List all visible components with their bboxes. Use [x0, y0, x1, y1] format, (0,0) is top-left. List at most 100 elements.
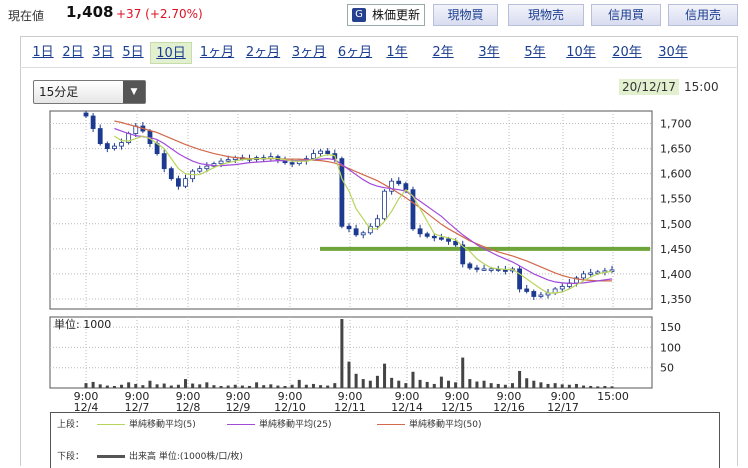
tab-0[interactable]: 1日 — [32, 45, 54, 60]
x-tick-date: 12/16 — [493, 401, 525, 414]
volume-bar — [603, 385, 607, 388]
volume-bar — [269, 384, 273, 388]
candle-body — [83, 112, 89, 117]
volume-bar — [454, 382, 458, 388]
tab-8[interactable]: 6ヶ月 — [337, 45, 373, 60]
refresh-price-label: 株価更新 — [371, 8, 420, 22]
x-tick-date: 12/7 — [125, 401, 150, 414]
tab-divider — [20, 67, 738, 68]
tab-1[interactable]: 2日 — [62, 45, 84, 60]
volume-bar — [525, 378, 529, 388]
candle-body — [183, 178, 188, 187]
volume-bar — [390, 377, 394, 388]
volume-bar — [105, 385, 109, 388]
volume-bar — [205, 382, 209, 388]
x-tick-time: 9:00 — [278, 390, 303, 403]
candle-body — [481, 268, 487, 271]
volume-bar — [141, 385, 145, 388]
volume-bar — [510, 383, 514, 388]
x-tick-time: 9:00 — [125, 390, 150, 403]
legend-volume-label: 出来高 単位:(1000株/口/枚) — [129, 452, 243, 462]
candle-body — [403, 183, 409, 191]
volume-bar — [589, 385, 593, 388]
tab-9[interactable]: 1年 — [386, 45, 408, 60]
price-y-tick: 1,650 — [660, 143, 692, 156]
volume-bar — [120, 384, 124, 388]
x-tick-time: 9:00 — [497, 390, 522, 403]
tab-13[interactable]: 10年 — [566, 45, 596, 60]
candle-body — [417, 228, 423, 235]
volume-bar — [553, 383, 557, 388]
x-tick-time: 9:00 — [395, 390, 420, 403]
legend-ma50-label: 単純移動平均(50) — [409, 420, 482, 430]
candle-body — [168, 168, 174, 180]
volume-bar — [304, 384, 308, 388]
x-tick-date: 12/8 — [176, 401, 201, 414]
volume-bar — [368, 380, 372, 388]
ma50-line — [114, 120, 612, 282]
tab-15[interactable]: 30年 — [658, 45, 688, 60]
candle-body — [517, 268, 522, 290]
candle-body — [225, 159, 231, 162]
volume-bar — [447, 380, 451, 388]
volume-bar — [91, 381, 95, 388]
candle-body — [559, 286, 565, 290]
price-y-tick: 1,400 — [660, 268, 692, 281]
candle-body — [410, 189, 416, 230]
candle-body — [353, 228, 359, 236]
tab-11[interactable]: 3年 — [478, 45, 500, 60]
x-tick-time: 9:00 — [226, 390, 251, 403]
candle-body — [396, 180, 402, 185]
volume-bar — [397, 380, 401, 388]
x-tick-time: 9:00 — [445, 390, 470, 403]
candle-body — [467, 263, 473, 269]
refresh-price-button[interactable]: G 株価更新 — [347, 4, 425, 26]
volume-bar — [290, 384, 294, 388]
margin-sell-button[interactable]: 信用売 — [668, 4, 738, 26]
volume-bar — [84, 383, 88, 388]
candle-body — [197, 168, 203, 172]
volume-bar — [326, 385, 330, 388]
interval-select[interactable]: 15分足 ▼ — [33, 80, 146, 104]
chart-time: 15:00 — [684, 80, 719, 94]
volume-bar — [340, 319, 344, 388]
candle-body — [524, 288, 530, 292]
x-tick-date: 12/14 — [391, 401, 423, 414]
volume-unit-label: 単位: 1000 — [54, 317, 111, 331]
tab-7[interactable]: 3ヶ月 — [291, 45, 327, 60]
x-tick-date: 12/15 — [441, 401, 473, 414]
candle-body — [474, 267, 480, 270]
volume-bar — [532, 380, 536, 388]
volume-y-tick: 100 — [660, 341, 681, 354]
tab-3[interactable]: 5日 — [122, 45, 144, 60]
spot-buy-button[interactable]: 現物買 — [433, 4, 498, 26]
legend-upper-label: 上段： — [57, 420, 85, 430]
margin-buy-button[interactable]: 信用買 — [591, 4, 661, 26]
tab-14[interactable]: 20年 — [612, 45, 642, 60]
volume-bar — [439, 376, 443, 388]
tab-10[interactable]: 2年 — [432, 45, 454, 60]
tab-5[interactable]: 1ヶ月 — [199, 45, 235, 60]
tab-12[interactable]: 5年 — [524, 45, 546, 60]
volume-bar — [432, 383, 436, 388]
volume-bar — [482, 380, 486, 388]
candle-body — [502, 269, 508, 272]
candle-body — [112, 145, 117, 149]
volume-y-tick: 150 — [660, 321, 681, 334]
volume-bar — [155, 384, 159, 388]
tab-4[interactable]: 10日 — [150, 42, 192, 64]
spot-sell-button[interactable]: 現物売 — [508, 4, 584, 26]
price-y-tick: 1,350 — [660, 293, 692, 306]
volume-bar — [539, 382, 543, 388]
candle-body — [90, 115, 96, 129]
candle-body — [581, 273, 586, 279]
tab-6[interactable]: 2ヶ月 — [245, 45, 281, 60]
candle-body — [424, 233, 430, 237]
volume-bar — [582, 385, 586, 388]
candle-body — [367, 225, 373, 234]
candle-body — [176, 178, 181, 187]
candle-body — [339, 158, 345, 227]
volume-bar — [425, 381, 429, 388]
tab-2[interactable]: 3日 — [92, 45, 114, 60]
volume-bar — [475, 381, 479, 388]
